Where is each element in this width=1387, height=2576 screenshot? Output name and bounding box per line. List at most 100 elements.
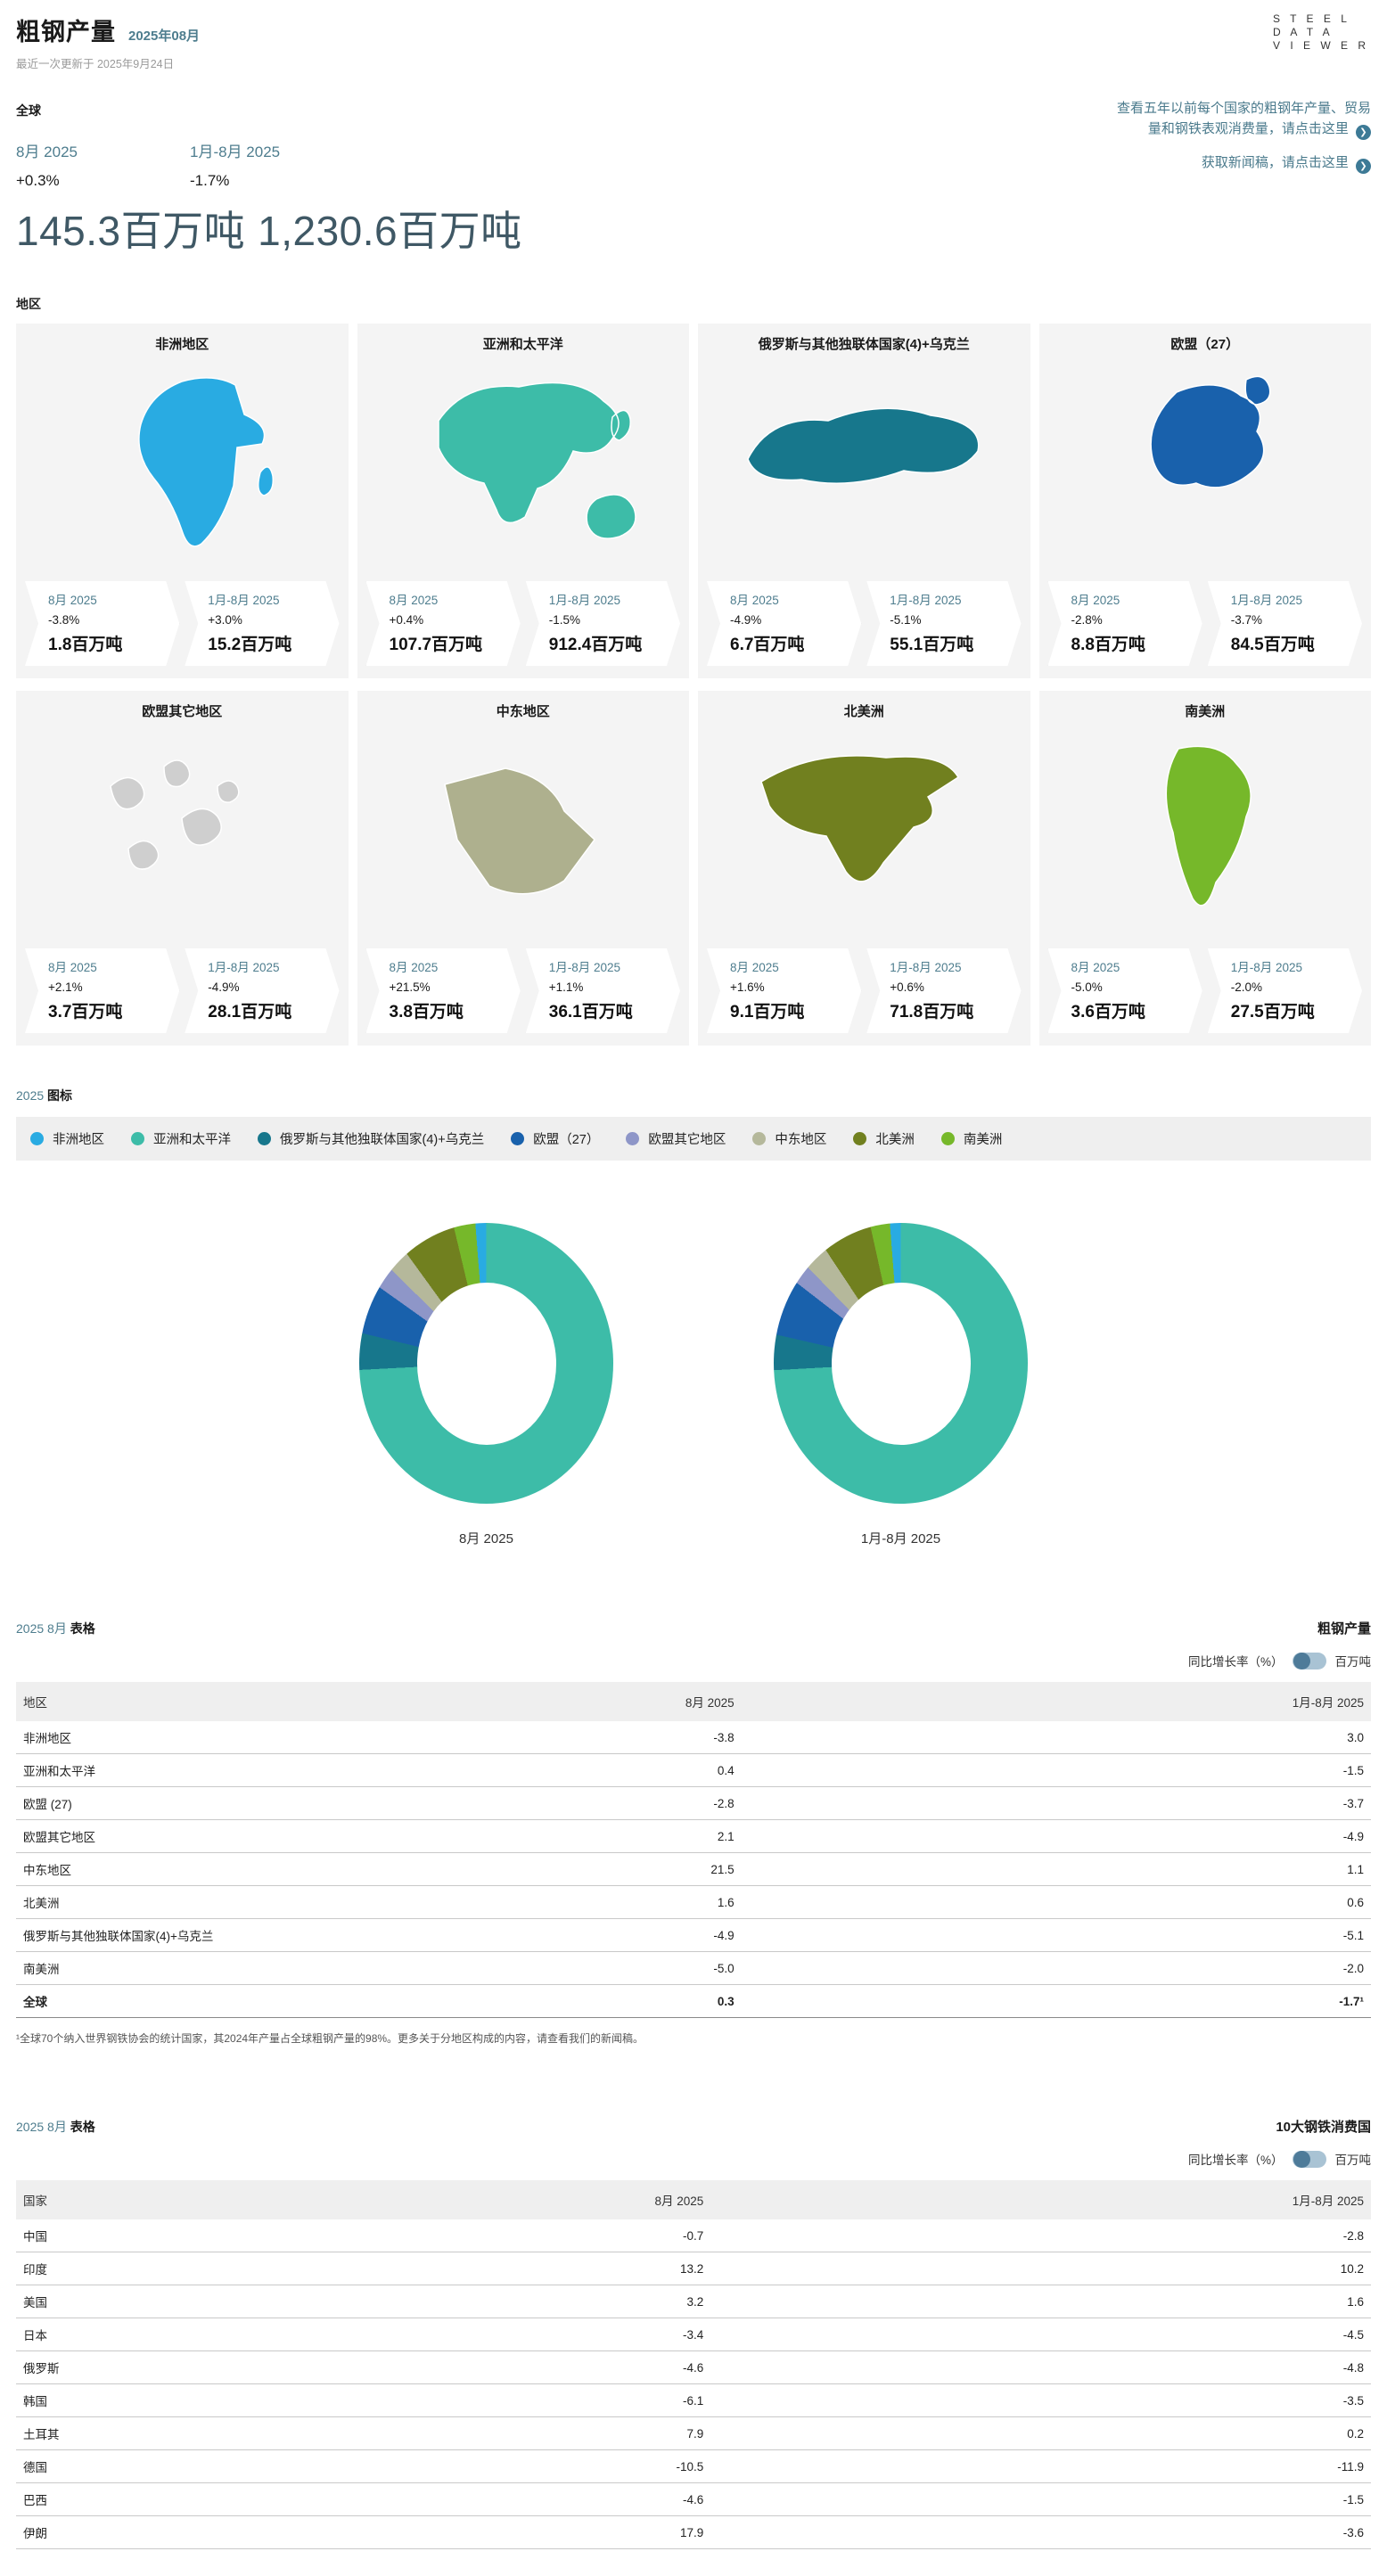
- table-row: 韩国 -6.1 -3.5: [16, 2383, 1371, 2417]
- donut-month-label: 8月 2025: [459, 1531, 513, 1546]
- press-release-link[interactable]: 获取新闻稿，请点击这里 ❯: [1117, 152, 1371, 174]
- table-cell: 南美洲: [16, 1951, 344, 1985]
- table-row: 欧盟其它地区 2.1 -4.9: [16, 1819, 1371, 1853]
- region-month-stat: 8月 2025 -4.9% 6.7百万吨: [707, 581, 861, 666]
- stat-value: 6.7百万吨: [730, 636, 805, 654]
- unit-toggle-switch[interactable]: [1292, 1652, 1326, 1669]
- donut-hole: [416, 1282, 556, 1445]
- legend-item: 俄罗斯与其他独联体国家(4)+乌克兰: [258, 1129, 484, 1148]
- stat-period-label: 8月 2025: [1071, 594, 1120, 607]
- table-cell: -3.6: [1202, 2515, 1371, 2549]
- page-header: 粗钢产量 2025年08月 最近一次更新于 2025年9月24日 S T E E…: [16, 12, 1371, 71]
- toggle-label-growth: 同比增长率（%）: [1187, 1655, 1284, 1669]
- region-card-stats: 8月 2025 -3.8% 1.8百万吨 1月-8月 2025 +3.0% 15.2百万吨: [25, 581, 340, 666]
- table-cell: 0.6: [1233, 1885, 1371, 1919]
- table-total-row: 全球 0.3 -1.7¹: [16, 1984, 1371, 2018]
- chevron-right-circle-icon[interactable]: ❯: [1356, 125, 1371, 140]
- stat-value: 28.1百万吨: [208, 1003, 292, 1021]
- table2-kind: 表格: [70, 2120, 95, 2134]
- logo-line: S T E E L: [1272, 12, 1350, 25]
- table-cell: 美国: [16, 2285, 115, 2318]
- region-map-icon: [138, 376, 275, 547]
- table-cell: -3.7: [1233, 1786, 1371, 1820]
- stat-pct: -4.9%: [208, 980, 240, 994]
- region-card-title: 南美洲: [1185, 704, 1226, 719]
- logo-line: D A T A: [1272, 26, 1334, 38]
- toggle-label-mt: 百万吨: [1334, 2154, 1372, 2167]
- stat-period-label: 1月-8月 2025: [208, 961, 280, 974]
- chevron-right-circle-icon[interactable]: ❯: [1356, 159, 1371, 174]
- table2-section-label: 2025 8月 表格: [16, 2118, 95, 2136]
- stat-value: 3.8百万吨: [389, 1003, 464, 1021]
- table-row: 伊朗 17.9 -3.6: [16, 2515, 1371, 2549]
- stat-pct: -1.5%: [548, 613, 581, 627]
- column-header: 国家: [16, 2180, 115, 2219]
- table-cell: 巴西: [16, 2482, 115, 2516]
- region-card-title: 亚洲和太平洋: [482, 337, 563, 352]
- annual-data-link-text: 查看五年以前每个国家的粗钢年产量、贸易: [1116, 101, 1371, 116]
- table-header-row: 地区 8月 2025 1月-8月 2025: [16, 1682, 1371, 1721]
- table-row: 美国 3.2 1.6: [16, 2285, 1371, 2318]
- region-ytd-stat: 1月-8月 2025 -5.1% 55.1百万吨: [866, 581, 1021, 666]
- table1-title: 粗钢产量: [1317, 1621, 1371, 1637]
- stat-pct: -5.1%: [890, 613, 922, 627]
- stat-value: 3.6百万吨: [1071, 1003, 1145, 1021]
- table-cell: -2.8: [343, 1786, 1234, 1820]
- table-cell: 17.9: [114, 2515, 1203, 2549]
- legend-dot-icon: [853, 1132, 867, 1145]
- region-card: 非洲地区 8月 2025 -3.8% 1.8百万吨 1月-8月 2025 +3.0% 15.…: [16, 324, 349, 678]
- stat-value: 9.1百万吨: [730, 1003, 805, 1021]
- region-card-title: 中东地区: [496, 704, 550, 719]
- stat-pct: -3.8%: [48, 613, 80, 627]
- global-month-pct: +0.3%: [16, 172, 60, 189]
- table-cell: 俄罗斯与其他独联体国家(4)+乌克兰: [16, 1918, 344, 1952]
- region-card: 中东地区 8月 2025 +21.5% 3.8百万吨 1月-8月 2025 +1.1% 36…: [357, 691, 689, 1046]
- region-map-icon: [438, 381, 636, 539]
- region-card: 北美洲 8月 2025 +1.6% 9.1百万吨 1月-8月 2025 +0.6% 71.8…: [698, 691, 1030, 1046]
- table1-unit-toggle-row: 同比增长率（%） 百万吨: [16, 1652, 1371, 1669]
- legend-item-label: 亚洲和太平洋: [153, 1133, 231, 1147]
- table1-period: 2025 8月: [16, 1621, 67, 1636]
- region-card: 欧盟其它地区 8月 2025 +2.1% 3.7百万吨 1月-8月 2025 -4.9% 2…: [16, 691, 349, 1046]
- table-cell: 中东地区: [16, 1852, 344, 1886]
- table-row: 俄罗斯与其他独联体国家(4)+乌克兰 -4.9 -5.1: [16, 1918, 1371, 1952]
- global-month-label: 8月 2025: [16, 144, 78, 160]
- unit-toggle-switch[interactable]: [1292, 2150, 1326, 2168]
- stat-pct: +0.4%: [389, 613, 424, 627]
- region-month-stat: 8月 2025 -2.8% 8.8百万吨: [1048, 581, 1202, 666]
- table-row: 印度 13.2 10.2: [16, 2252, 1371, 2285]
- legend-item-label: 南美洲: [963, 1133, 1003, 1147]
- table-total-cell: 0.3: [343, 1984, 1234, 2018]
- legend-item-label: 中东地区: [775, 1133, 827, 1147]
- legend-dot-icon: [752, 1132, 767, 1145]
- stat-period-label: 8月 2025: [730, 594, 779, 607]
- legend-bar: 非洲地区 亚洲和太平洋 俄罗斯与其他独联体国家(4)+乌克兰 欧盟（27） 欧盟其它地区…: [16, 1117, 1371, 1161]
- legend-year: 2025: [16, 1088, 45, 1103]
- region-month-stat: 8月 2025 +21.5% 3.8百万吨: [366, 948, 521, 1033]
- table-cell: -5.0: [343, 1951, 1234, 1985]
- region-month-stat: 8月 2025 -3.8% 1.8百万吨: [25, 581, 179, 666]
- table-cell: -10.5: [114, 2449, 1203, 2483]
- global-month-value: 145.3百万吨: [16, 208, 246, 254]
- legend-item: 欧盟（27）: [511, 1129, 599, 1148]
- table-cell: -4.9: [1233, 1819, 1371, 1853]
- global-ytd-label: 1月-8月 2025: [190, 144, 281, 160]
- stat-value: 107.7百万吨: [389, 636, 483, 654]
- table-cell: 伊朗: [16, 2515, 115, 2549]
- region-card-title: 欧盟（27）: [1170, 337, 1240, 352]
- annual-data-link[interactable]: 查看五年以前每个国家的粗钢年产量、贸易 量和钢铁表观消费量，请点击这里 ❯: [1117, 98, 1371, 140]
- region-ytd-stat: 1月-8月 2025 +0.6% 71.8百万吨: [866, 948, 1021, 1033]
- table-row: 土耳其 7.9 0.2: [16, 2416, 1371, 2450]
- region-map-icon: [1150, 375, 1271, 488]
- stat-value: 1.8百万吨: [48, 636, 123, 654]
- region-ytd-stat: 1月-8月 2025 -3.7% 84.5百万吨: [1208, 581, 1362, 666]
- table-row: 南美洲 -5.0 -2.0: [16, 1951, 1371, 1985]
- region-map: [1048, 720, 1363, 948]
- stat-period-label: 1月-8月 2025: [890, 594, 962, 607]
- report-period: 2025年08月: [128, 29, 201, 44]
- region-map-icon: [443, 767, 595, 894]
- table-row: 巴西 -4.6 -1.5: [16, 2482, 1371, 2516]
- legend-item: 欧盟其它地区: [626, 1129, 726, 1148]
- legend-dot-icon: [626, 1132, 640, 1145]
